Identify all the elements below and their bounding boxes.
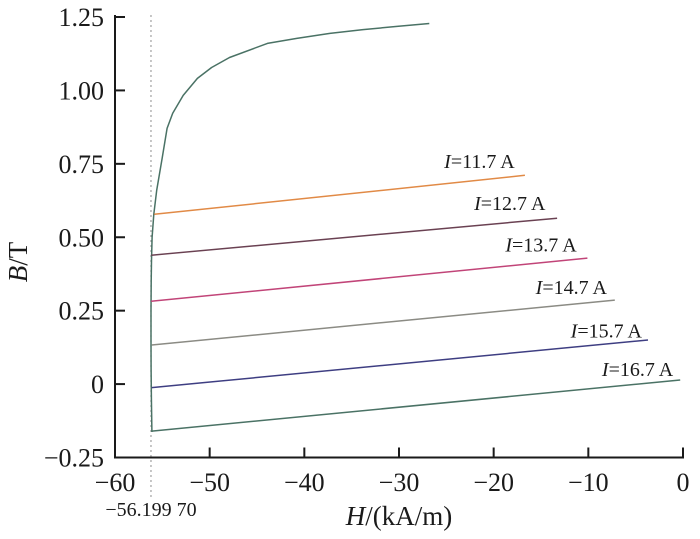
- x-tick-label: −60: [95, 468, 136, 497]
- y-tick-label: 0: [91, 370, 104, 399]
- series-line-I-15.7A: [151, 339, 649, 389]
- x-tick-label: −10: [568, 468, 609, 497]
- series-label-line-I-13.7A: I=13.7 A: [504, 234, 577, 256]
- x-axis-label: H/(kA/m): [345, 501, 453, 531]
- series-label-line-I-11.7A: I=11.7 A: [443, 151, 515, 173]
- x-tick-label: −20: [473, 468, 514, 497]
- x-tick-label: −30: [379, 468, 420, 497]
- series-line-I-14.7A: [151, 299, 615, 346]
- series-line-I-13.7A: [151, 257, 588, 303]
- y-tick-label: −0.25: [44, 444, 104, 473]
- x-tick-label: 0: [677, 468, 690, 497]
- y-tick-label: 0.25: [59, 297, 105, 326]
- y-tick-label: 0.50: [59, 223, 105, 252]
- series-line-I-12.7A: [151, 217, 558, 256]
- y-tick-label: 0.75: [59, 150, 105, 179]
- y-tick-label: 1.00: [59, 76, 105, 105]
- x-tick-label: −40: [284, 468, 325, 497]
- series-line-I-16.7A: [151, 379, 681, 432]
- series-label-line-I-12.7A: I=12.7 A: [473, 193, 546, 215]
- series-label-line-I-15.7A: I=15.7 A: [570, 321, 643, 343]
- series-line-I-11.7A: [154, 174, 525, 216]
- y-axis-label: B/T: [3, 241, 33, 282]
- y-tick-label: 1.25: [59, 3, 105, 32]
- series-label-line-I-14.7A: I=14.7 A: [535, 277, 608, 299]
- annotation-label: −56.199 70: [105, 499, 196, 521]
- series-label-line-I-16.7A: I=16.7 A: [601, 359, 674, 381]
- series-initial-magnetization-curve: [150, 22, 430, 433]
- x-tick-label: −50: [189, 468, 230, 497]
